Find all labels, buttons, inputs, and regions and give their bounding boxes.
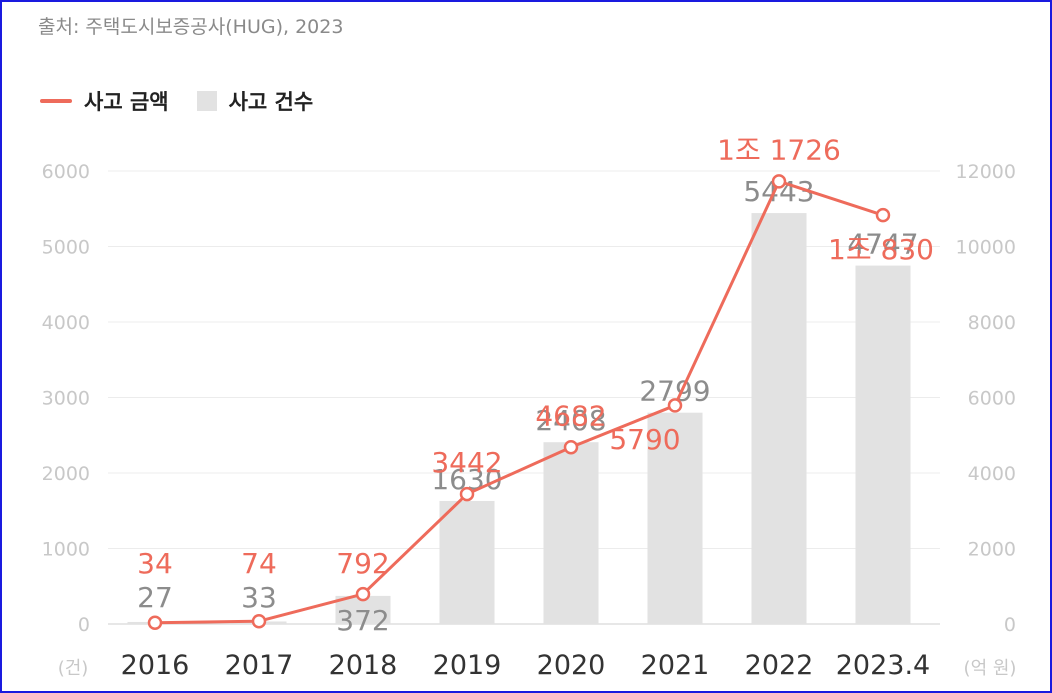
- y-left-tick-label: 1000: [42, 539, 90, 561]
- bar: [751, 213, 807, 624]
- x-tick-label: 2018: [329, 650, 398, 681]
- bar: [439, 500, 495, 624]
- x-tick-label: 2017: [225, 650, 294, 681]
- bar-data-label: 33: [241, 581, 277, 614]
- line-point: [251, 613, 267, 629]
- y-right-tick-label: 2000: [968, 539, 1016, 561]
- bar-data-label: 27: [137, 581, 173, 614]
- y-right-tick-label: 8000: [968, 312, 1016, 334]
- y-left-tick-label: 6000: [42, 161, 90, 183]
- y-left-tick-label: 2000: [42, 463, 90, 485]
- y-right-tick-label: 12000: [956, 161, 1016, 183]
- y-left-tick-label: 4000: [42, 312, 90, 334]
- line-point: [667, 398, 683, 413]
- bar: [855, 265, 911, 624]
- x-tick-label: 2021: [641, 650, 710, 681]
- bar-data-label: 2408: [535, 404, 606, 437]
- legend: 사고 금액 사고 건수: [40, 86, 341, 116]
- line-series-amount: [154, 179, 884, 625]
- x-tick-label: 2020: [537, 650, 606, 681]
- legend-bar-swatch: [196, 91, 217, 111]
- line-point: [459, 486, 475, 502]
- x-tick-label: 2019: [433, 650, 502, 681]
- legend-label-count: 사고 건수: [228, 90, 314, 114]
- x-tick-label: 2016: [121, 650, 190, 681]
- line-data-label: 3442: [431, 446, 502, 479]
- line-data-label: 34: [137, 547, 173, 580]
- line-point: [563, 440, 579, 455]
- legend-item-amount: 사고 금액: [40, 86, 169, 116]
- y-right-tick-label: 10000: [956, 237, 1016, 259]
- x-tick-label: 2023.4: [836, 650, 930, 681]
- legend-label-amount: 사고 금액: [84, 90, 169, 114]
- x-tick-label: 2022: [745, 650, 814, 681]
- line-data-label: 792: [336, 547, 389, 580]
- y-right-axis-label: (억 원): [964, 658, 1017, 679]
- line-data-label: 1조 1726: [717, 133, 841, 166]
- y-left-tick-label: 5000: [42, 237, 90, 259]
- line-data-label: 5790: [609, 423, 680, 456]
- source-note: 출처: 주택도시보증공사(HUG), 2023: [38, 16, 344, 38]
- bar-data-label: 4747: [847, 228, 918, 261]
- y-right-tick-label: 0: [1004, 614, 1016, 636]
- line-point: [147, 615, 163, 630]
- line-point: [355, 586, 371, 602]
- legend-line-swatch: [40, 99, 72, 103]
- line-data-label: 4682: [535, 399, 606, 432]
- bar: [543, 442, 599, 624]
- bar-data-label: 372: [336, 604, 389, 637]
- y-left-axis-label: (건): [58, 658, 89, 679]
- legend-item-count: 사고 건수: [196, 86, 314, 116]
- line-point: [771, 174, 787, 189]
- y-right-tick-label: 6000: [968, 388, 1016, 410]
- line-data-label: 1조 830: [828, 233, 934, 266]
- y-left-tick-label: 0: [78, 614, 90, 636]
- y-right-tick-label: 4000: [968, 463, 1016, 485]
- line-point: [875, 207, 891, 223]
- line-data-label: 74: [241, 547, 277, 580]
- bar: [647, 412, 703, 624]
- y-left-tick-label: 3000: [42, 388, 90, 410]
